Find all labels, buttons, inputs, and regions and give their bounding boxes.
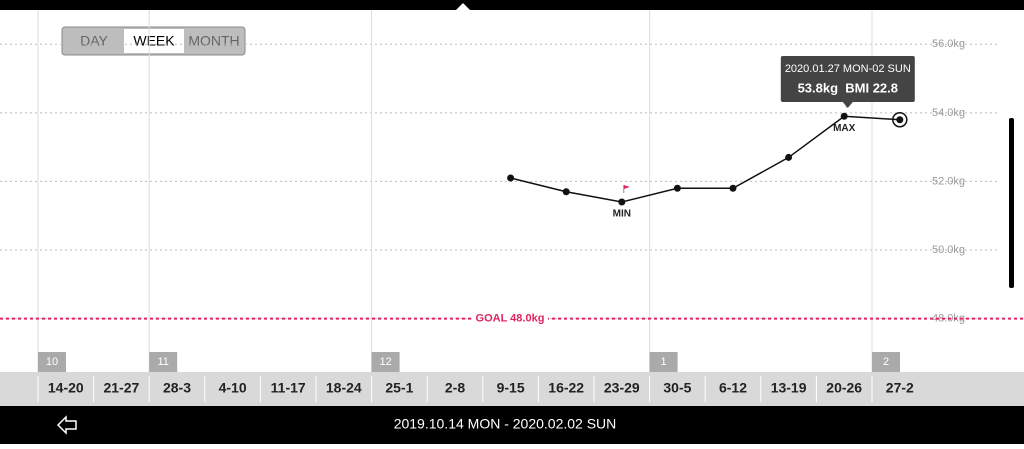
- month-badge: [38, 352, 66, 372]
- month-label: 11: [157, 356, 168, 368]
- point[interactable]: [618, 198, 626, 206]
- x-tick-label[interactable]: 20-26: [826, 380, 862, 396]
- x-tick-label[interactable]: 6-12: [719, 380, 747, 396]
- line: [510, 115, 900, 203]
- tooltip-date: 2020.01.27 MON-02 SUN: [785, 63, 911, 75]
- top-bar: [0, 0, 1024, 10]
- x-tick-label[interactable]: 9-15: [497, 380, 525, 396]
- month-badge: [371, 352, 400, 372]
- month-badge: [149, 352, 178, 372]
- tooltip-value: 53.8kg BMI 22.8: [798, 80, 898, 95]
- x-tick-label[interactable]: 13-19: [771, 380, 807, 396]
- extreme-label: MAX: [833, 123, 856, 134]
- point[interactable]: [673, 184, 681, 192]
- x-tick-label[interactable]: 14-20: [48, 380, 84, 396]
- month-label: 12: [379, 356, 391, 368]
- notch: [456, 3, 470, 10]
- tab[interactable]: WEEK: [133, 33, 175, 49]
- tab[interactable]: MONTH: [188, 33, 239, 49]
- x-tick-label[interactable]: 23-29: [604, 380, 640, 396]
- x-tick-label[interactable]: 16-22: [548, 380, 584, 396]
- goal-label-bg: [472, 310, 548, 327]
- x-tick-label[interactable]: 4-10: [219, 380, 247, 396]
- tooltip-arrow: [842, 102, 853, 108]
- month-badge: [649, 352, 678, 372]
- x-tick-label[interactable]: 27-2: [886, 380, 914, 396]
- tab[interactable]: DAY: [80, 33, 108, 49]
- point[interactable]: [785, 153, 793, 161]
- x-tick-label[interactable]: 30-5: [663, 380, 691, 396]
- point[interactable]: [507, 174, 515, 182]
- month-label: 10: [46, 356, 58, 368]
- goal-label: GOAL 48.0kg: [476, 312, 545, 324]
- point[interactable]: [896, 116, 904, 124]
- x-tick-label[interactable]: 18-24: [326, 380, 362, 396]
- month-badge: [872, 352, 900, 372]
- flag: [623, 185, 630, 189]
- x-tick-label[interactable]: 2-8: [445, 380, 465, 396]
- y-tick-label: 52.0kg: [932, 175, 965, 187]
- x-tick-label[interactable]: 25-1: [385, 380, 413, 396]
- extreme-label: MIN: [613, 209, 631, 220]
- week-bar: [0, 372, 1024, 406]
- back-button[interactable]: [56, 415, 77, 435]
- range-label: 2019.10.14 MON - 2020.02.02 SUN: [394, 416, 617, 432]
- scrollbar[interactable]: [1009, 118, 1014, 288]
- month-label: 1: [661, 356, 667, 368]
- y-tick-label: 56.0kg: [932, 38, 965, 50]
- selected-ring: [892, 111, 908, 128]
- y-tick-label: 54.0kg: [932, 107, 965, 119]
- y-tick-label: 50.0kg: [932, 244, 965, 256]
- point[interactable]: [840, 112, 848, 120]
- x-tick-label[interactable]: 28-3: [163, 380, 191, 396]
- tooltip-bg: [780, 56, 915, 102]
- x-tick-label[interactable]: 11-17: [271, 380, 306, 396]
- footer[interactable]: [0, 406, 1024, 444]
- month-label: 2: [883, 356, 889, 368]
- x-tick-label[interactable]: 21-27: [103, 380, 139, 396]
- point[interactable]: [562, 188, 570, 196]
- tab-active[interactable]: [124, 29, 184, 53]
- point[interactable]: [729, 184, 737, 192]
